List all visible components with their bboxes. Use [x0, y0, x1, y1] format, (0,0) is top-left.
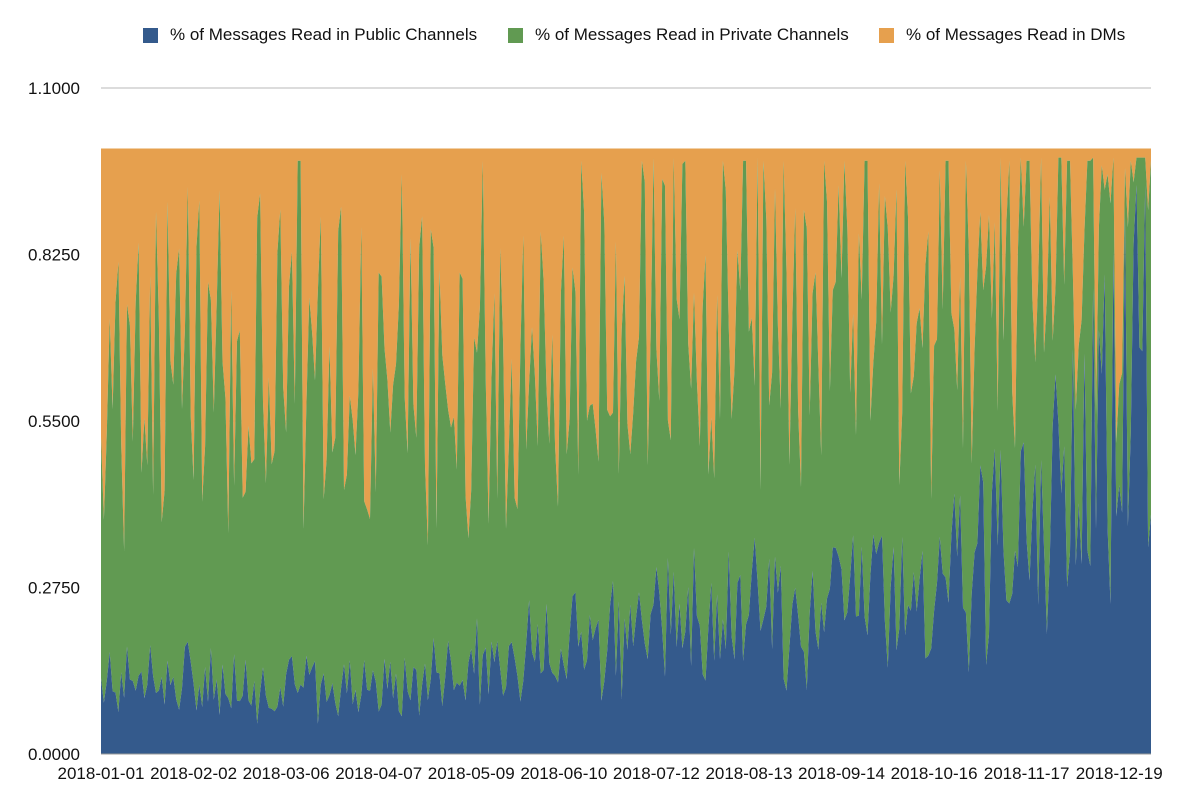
x-tick-label: 2018-08-13 [705, 764, 792, 783]
legend-item-public: % of Messages Read in Public Channels [143, 22, 477, 48]
legend-swatch-public [143, 27, 158, 43]
x-tick-label: 2018-01-01 [58, 764, 145, 783]
legend-item-private: % of Messages Read in Private Channels [508, 22, 849, 48]
y-tick-label: 1.1000 [28, 79, 80, 98]
x-tick-label: 2018-03-06 [243, 764, 330, 783]
x-tick-label: 2018-05-09 [428, 764, 515, 783]
x-tick-label: 2018-12-19 [1076, 764, 1163, 783]
legend-label-private: % of Messages Read in Private Channels [535, 25, 849, 44]
legend-label-dms: % of Messages Read in DMs [906, 25, 1126, 44]
x-tick-label: 2018-02-02 [150, 764, 237, 783]
legend-swatch-dms [879, 27, 894, 43]
area-series [101, 148, 1151, 754]
legend-item-dms: % of Messages Read in DMs [879, 22, 1125, 48]
axes: 0.0000 0.2750 0.5500 0.8250 1.1000 2018-01-01… [28, 79, 1163, 783]
x-tick-label: 2018-11-17 [984, 764, 1070, 783]
area-private-channels [101, 157, 1151, 724]
legend-label-public: % of Messages Read in Public Channels [170, 25, 478, 44]
legend-swatch-private [508, 27, 523, 43]
x-tick-label: 2018-07-12 [613, 764, 700, 783]
area-public-channels [101, 184, 1151, 754]
x-tick-label: 2018-06-10 [520, 764, 607, 783]
x-tick-label: 2018-09-14 [798, 764, 885, 783]
x-tick-label: 2018-10-16 [891, 764, 978, 783]
legend: % of Messages Read in Public Channels % … [0, 22, 1200, 48]
y-tick-label: 0.0000 [28, 745, 80, 764]
x-tick-label: 2018-04-07 [335, 764, 422, 783]
y-tick-label: 0.2750 [28, 579, 80, 598]
y-tick-label: 0.8250 [28, 246, 80, 265]
area-dms [101, 148, 1151, 551]
y-tick-label: 0.5500 [28, 412, 80, 431]
